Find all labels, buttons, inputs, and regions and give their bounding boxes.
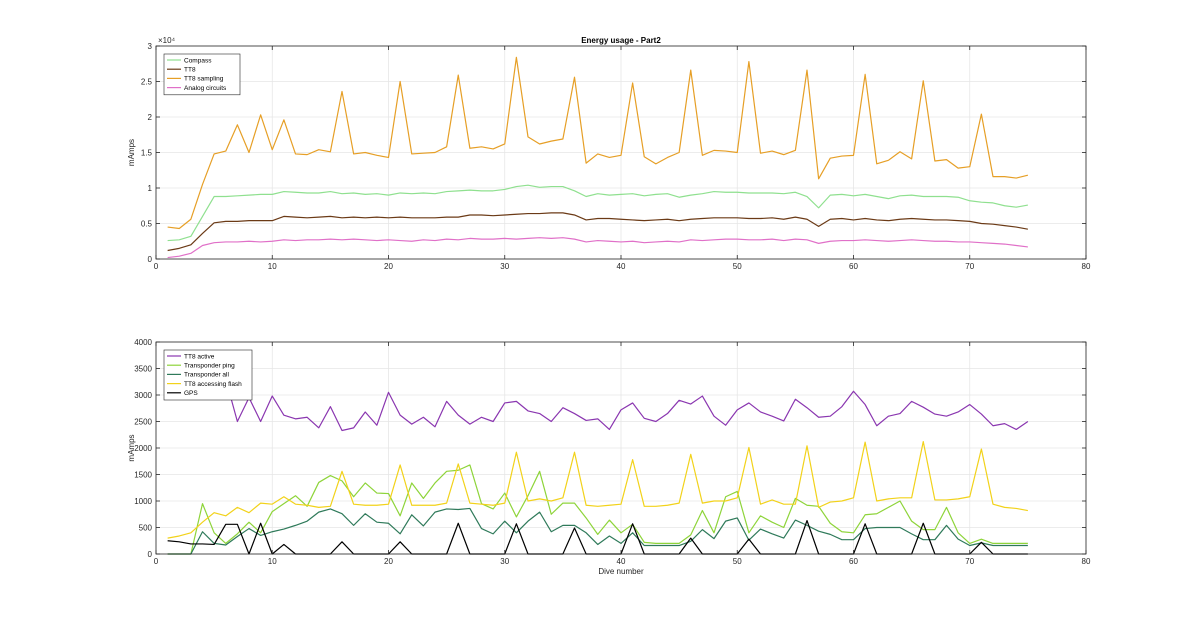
legend: Compass TT8 TT8 sampling Analog circuits [163, 53, 241, 96]
y-tick-label: 3000 [134, 391, 152, 400]
series-line-transponder-ping [167, 464, 1028, 555]
x-axis-label: Dive number [598, 567, 644, 576]
series-line-tt8-accessing-flash [167, 441, 1028, 539]
y-tick-label: 1000 [134, 497, 152, 506]
x-tick-label: 0 [154, 557, 159, 566]
y-axis-label: mAmps [127, 139, 136, 166]
chart-title: Energy usage - Part2 [581, 36, 661, 45]
series-line-tt8-active [167, 352, 1029, 432]
y-tick-label: 1 [148, 184, 153, 193]
series-line-transponder-all [167, 507, 1028, 555]
legend-label-tt8-active: TT8 active [184, 353, 215, 360]
x-tick-label: 50 [733, 557, 742, 566]
x-tick-label: 80 [1082, 557, 1091, 566]
series-line-analog-circuits [167, 237, 1028, 259]
legend-label-analog-circuits: Analog circuits [184, 85, 227, 92]
y-tick-label: 2 [148, 113, 153, 122]
x-tick-label: 50 [733, 262, 742, 271]
legend-label-compass: Compass [184, 57, 212, 64]
legend: TT8 active Transponder ping Transponder al… [163, 349, 253, 401]
bottom-axes: 0 10 20 30 40 50 60 70 80 0 500 1000 1500 2000 2500 300… [127, 338, 1091, 576]
legend-label-tt8-sampling: TT8 sampling [184, 76, 224, 83]
legend-label-tt8: TT8 [184, 67, 196, 74]
legend-label-transponder-all: Transponder all [184, 372, 229, 379]
x-tick-label: 80 [1082, 262, 1091, 271]
series-line-tt8-sampling [167, 56, 1029, 230]
y-tick-label: 3 [148, 42, 153, 51]
x-tick-label: 30 [500, 262, 509, 271]
y-tick-label: 0 [148, 550, 153, 559]
x-tick-label: 20 [384, 557, 393, 566]
legend-label-tt8-accessing-flash: TT8 accessing flash [184, 381, 242, 388]
y-tick-label: 1500 [134, 471, 152, 480]
y-tick-label: 1.5 [141, 149, 153, 158]
y-tick-label: 2.5 [141, 78, 153, 87]
y-tick-label: 0 [148, 255, 153, 264]
x-tick-label: 10 [268, 262, 277, 271]
y-tick-label: 4000 [134, 338, 152, 347]
x-tick-label: 20 [384, 262, 393, 271]
x-tick-label: 40 [617, 262, 626, 271]
x-tick-label: 60 [849, 557, 858, 566]
y-tick-label: 2500 [134, 418, 152, 427]
x-tick-label: 70 [965, 262, 974, 271]
x-tick-label: 40 [617, 557, 626, 566]
y-tick-label: 500 [139, 524, 153, 533]
x-tick-label: 0 [154, 262, 159, 271]
series-line-tt8 [167, 212, 1028, 252]
x-tick-label: 60 [849, 262, 858, 271]
y-exponent-label: ×10⁴ [158, 36, 176, 45]
legend-label-transponder-ping: Transponder ping [184, 363, 235, 370]
x-tick-label: 30 [500, 557, 509, 566]
y-axis-label: mAmps [127, 434, 136, 461]
x-tick-label: 10 [268, 557, 277, 566]
y-tick-label: 0.5 [141, 220, 153, 229]
series-line-compass [167, 184, 1028, 242]
y-tick-label: 2000 [134, 444, 152, 453]
top-axes: 0 10 20 30 40 50 60 70 80 0 0.5 1 1.5 2 2.5 3 ×10⁴ Energy… [127, 36, 1091, 271]
x-tick-label: 70 [965, 557, 974, 566]
y-tick-label: 3500 [134, 365, 152, 374]
legend-label-gps: GPS [184, 390, 198, 397]
